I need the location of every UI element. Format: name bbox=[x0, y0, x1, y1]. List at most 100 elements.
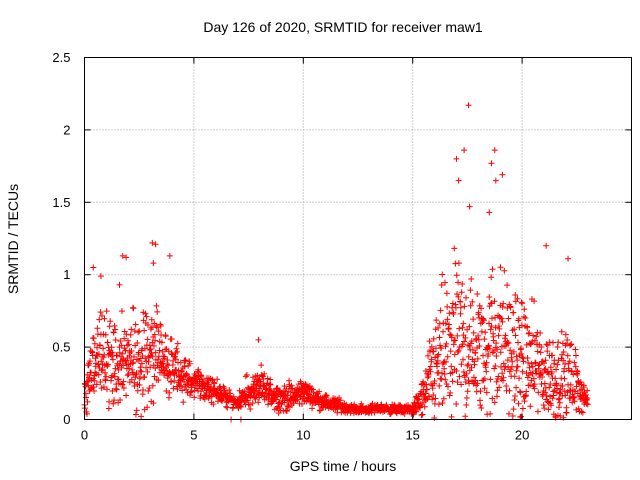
data-point bbox=[447, 348, 454, 355]
data-point bbox=[465, 353, 472, 360]
data-point bbox=[217, 387, 224, 394]
y-axis: 0 0.5 1 1.5 2 2.5 bbox=[52, 50, 632, 427]
data-point bbox=[453, 367, 460, 374]
data-point bbox=[511, 396, 518, 403]
data-point bbox=[158, 339, 165, 346]
data-point bbox=[440, 328, 447, 335]
data-point bbox=[157, 321, 164, 328]
data-point bbox=[170, 370, 177, 377]
data-point bbox=[154, 308, 161, 315]
data-point bbox=[567, 381, 574, 388]
data-point bbox=[426, 338, 433, 345]
data-point bbox=[553, 381, 560, 388]
data-point bbox=[210, 401, 217, 408]
data-point bbox=[435, 401, 442, 408]
data-point bbox=[443, 340, 450, 347]
data-point bbox=[111, 322, 118, 329]
data-point bbox=[461, 338, 468, 345]
data-point bbox=[481, 375, 488, 382]
data-point bbox=[426, 393, 433, 400]
data-point bbox=[129, 304, 136, 311]
data-point bbox=[210, 379, 217, 386]
data-point bbox=[464, 326, 471, 333]
data-point bbox=[504, 339, 511, 346]
data-point bbox=[572, 352, 579, 359]
data-point bbox=[186, 360, 193, 367]
data-point bbox=[130, 305, 137, 312]
data-point bbox=[497, 264, 504, 271]
data-point bbox=[470, 316, 477, 323]
data-point bbox=[481, 385, 488, 392]
data-point bbox=[518, 345, 525, 352]
data-point bbox=[454, 348, 461, 355]
data-point bbox=[181, 384, 188, 391]
data-point bbox=[519, 300, 526, 307]
data-point bbox=[525, 330, 532, 337]
data-point bbox=[105, 361, 112, 368]
data-point bbox=[566, 342, 573, 349]
data-point bbox=[255, 336, 262, 343]
data-point bbox=[201, 396, 208, 403]
data-point bbox=[103, 373, 110, 380]
data-point bbox=[266, 386, 273, 393]
data-point bbox=[496, 325, 503, 332]
data-point bbox=[94, 344, 101, 351]
data-point bbox=[523, 388, 530, 395]
data-point bbox=[98, 358, 105, 365]
data-point bbox=[543, 341, 550, 348]
data-point bbox=[566, 387, 573, 394]
data-point bbox=[457, 298, 464, 305]
data-point bbox=[177, 359, 184, 366]
data-point bbox=[123, 254, 130, 261]
data-point bbox=[511, 326, 518, 333]
data-point bbox=[166, 389, 173, 396]
data-point bbox=[198, 373, 205, 380]
data-point bbox=[541, 405, 548, 412]
data-point bbox=[453, 401, 460, 408]
data-point bbox=[460, 320, 467, 327]
data-point bbox=[140, 387, 147, 394]
data-point bbox=[501, 366, 508, 373]
data-point bbox=[465, 361, 472, 368]
data-point bbox=[163, 387, 170, 394]
data-point bbox=[524, 354, 531, 361]
data-point bbox=[500, 374, 507, 381]
data-point bbox=[463, 370, 470, 377]
data-point bbox=[519, 405, 526, 412]
data-point bbox=[251, 388, 258, 395]
data-point bbox=[557, 413, 564, 420]
data-point bbox=[556, 395, 563, 402]
data-point bbox=[584, 401, 591, 408]
data-point bbox=[91, 340, 98, 347]
data-point bbox=[507, 304, 514, 311]
data-point bbox=[454, 291, 461, 298]
data-point bbox=[214, 376, 221, 383]
data-point bbox=[495, 373, 502, 380]
data-point bbox=[164, 357, 171, 364]
data-point bbox=[183, 386, 190, 393]
data-point bbox=[106, 398, 113, 405]
data-point bbox=[472, 349, 479, 356]
data-point bbox=[249, 374, 256, 381]
data-point bbox=[459, 341, 466, 348]
data-point bbox=[466, 323, 473, 330]
data-point bbox=[531, 298, 538, 305]
data-point bbox=[500, 300, 507, 307]
data-point bbox=[135, 329, 142, 336]
data-point bbox=[205, 395, 212, 402]
data-point bbox=[97, 273, 104, 280]
data-point bbox=[485, 342, 492, 349]
data-point bbox=[572, 363, 579, 370]
data-point bbox=[502, 332, 509, 339]
x-tick-label: 10 bbox=[296, 428, 310, 443]
data-point bbox=[116, 281, 123, 288]
data-point bbox=[151, 331, 158, 338]
plot-frame bbox=[84, 57, 632, 420]
data-point bbox=[446, 392, 453, 399]
data-point bbox=[491, 399, 498, 406]
data-point bbox=[187, 389, 194, 396]
data-point bbox=[463, 402, 470, 409]
data-point bbox=[510, 348, 517, 355]
data-point bbox=[150, 400, 157, 407]
data-point bbox=[521, 313, 528, 320]
